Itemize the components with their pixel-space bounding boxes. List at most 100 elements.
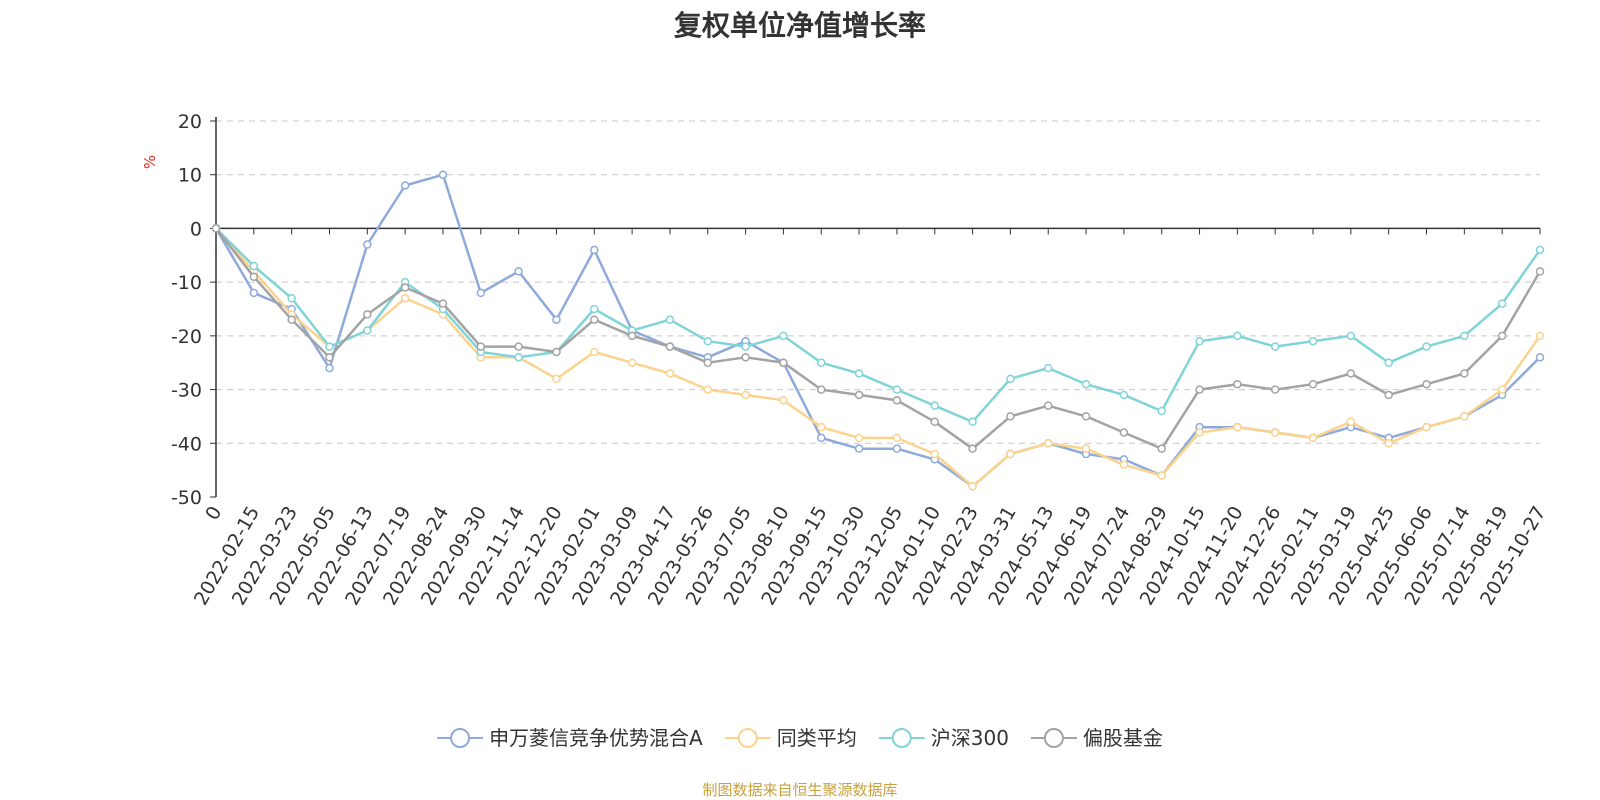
data-point — [1081, 412, 1091, 421]
data-point — [1384, 358, 1393, 367]
data-point — [854, 369, 864, 378]
legend-item[interactable]: 同类平均 — [724, 726, 857, 750]
data-point — [892, 444, 902, 453]
data-point — [1535, 353, 1545, 362]
data-point — [1119, 460, 1129, 470]
data-point — [590, 315, 599, 324]
data-point — [552, 347, 561, 357]
data-point — [325, 342, 334, 351]
legend-label: 申万菱信竞争优势混合A — [489, 726, 703, 750]
data-point — [1006, 374, 1015, 384]
data-point — [627, 358, 637, 367]
data-point — [1422, 379, 1431, 389]
legend-marker — [891, 728, 912, 748]
data-point — [1308, 379, 1318, 389]
data-point — [1497, 331, 1507, 341]
data-point — [249, 272, 259, 282]
y-tick-label: -50 — [171, 487, 202, 509]
data-point — [703, 385, 713, 394]
data-point — [779, 331, 788, 341]
data-point — [552, 315, 561, 324]
data-point — [1384, 390, 1393, 400]
legend-marker — [1043, 728, 1064, 748]
data-point — [1157, 471, 1166, 480]
y-tick-labels: 20 10 0 -10 -20 -30 -40 -50 — [171, 111, 202, 509]
data-point — [552, 374, 561, 384]
data-point — [703, 358, 713, 367]
data-point — [325, 353, 334, 362]
y-tick-label: -40 — [171, 433, 202, 455]
data-point — [1043, 439, 1053, 448]
legend-item[interactable]: 偏股基金 — [1030, 726, 1163, 750]
data-point — [779, 396, 788, 405]
data-point — [703, 336, 713, 346]
data-point — [363, 310, 372, 319]
data-point — [325, 363, 334, 373]
data-point — [363, 240, 372, 249]
data-point — [1195, 336, 1204, 346]
data-point — [1497, 385, 1507, 394]
data-point — [1233, 379, 1242, 389]
data-point — [211, 224, 221, 233]
series-line-3 — [215, 227, 1542, 450]
data-point — [741, 353, 750, 362]
data-point — [741, 342, 750, 351]
data-point — [1308, 433, 1318, 443]
axes — [210, 117, 1541, 498]
grid-lines — [216, 120, 1540, 444]
data-point — [1270, 428, 1280, 437]
data-point — [1384, 439, 1393, 448]
data-point — [1195, 428, 1204, 437]
y-tick-label: 20 — [178, 111, 202, 133]
data-point — [1460, 369, 1469, 378]
data-point — [400, 283, 410, 292]
data-point — [1535, 267, 1545, 276]
data-point — [400, 181, 410, 190]
data-point — [1270, 385, 1280, 394]
data-point — [514, 353, 523, 362]
series-line-0 — [214, 173, 1541, 488]
series-line-1 — [215, 227, 1542, 488]
data-point — [476, 342, 486, 351]
data-point — [930, 449, 939, 459]
legend-label: 同类平均 — [777, 726, 857, 750]
legend[interactable]: 申万菱信竞争优势混合A 同类平均 沪深300 偏股基金 — [437, 726, 1163, 750]
data-point — [817, 422, 826, 432]
legend-item[interactable]: 申万菱信竞争优势混合A — [437, 726, 703, 750]
data-point — [249, 261, 259, 271]
data-point — [1043, 363, 1053, 373]
y-tick-label: -30 — [171, 380, 202, 402]
data-point — [514, 267, 523, 276]
y-tick-label: -10 — [171, 272, 202, 294]
data-point — [438, 299, 448, 308]
data-point — [779, 358, 788, 367]
data-point — [930, 417, 939, 427]
data-point — [1346, 417, 1356, 427]
data-point — [930, 401, 939, 410]
y-tick-label: -20 — [171, 326, 202, 348]
legend-item[interactable]: 沪深300 — [878, 726, 1009, 750]
data-point — [1270, 342, 1280, 351]
data-point — [968, 482, 977, 491]
legend-marker — [737, 728, 758, 748]
data-point — [665, 342, 675, 351]
chart-title: 复权单位净值增长率 — [673, 9, 926, 42]
series-lines — [211, 170, 1545, 491]
data-point — [1081, 444, 1091, 453]
data-point — [1460, 412, 1469, 421]
data-point — [817, 433, 826, 443]
data-point — [892, 433, 902, 443]
data-point — [590, 304, 599, 314]
y-tick-label: 0 — [190, 218, 202, 240]
data-point — [363, 326, 372, 335]
data-point — [817, 358, 826, 367]
data-point — [968, 417, 977, 427]
data-point — [438, 170, 448, 179]
data-point — [400, 294, 410, 303]
data-point — [590, 245, 599, 255]
data-point — [1535, 245, 1545, 255]
data-point — [1535, 331, 1545, 341]
data-point — [854, 433, 864, 443]
data-point — [1081, 379, 1091, 389]
